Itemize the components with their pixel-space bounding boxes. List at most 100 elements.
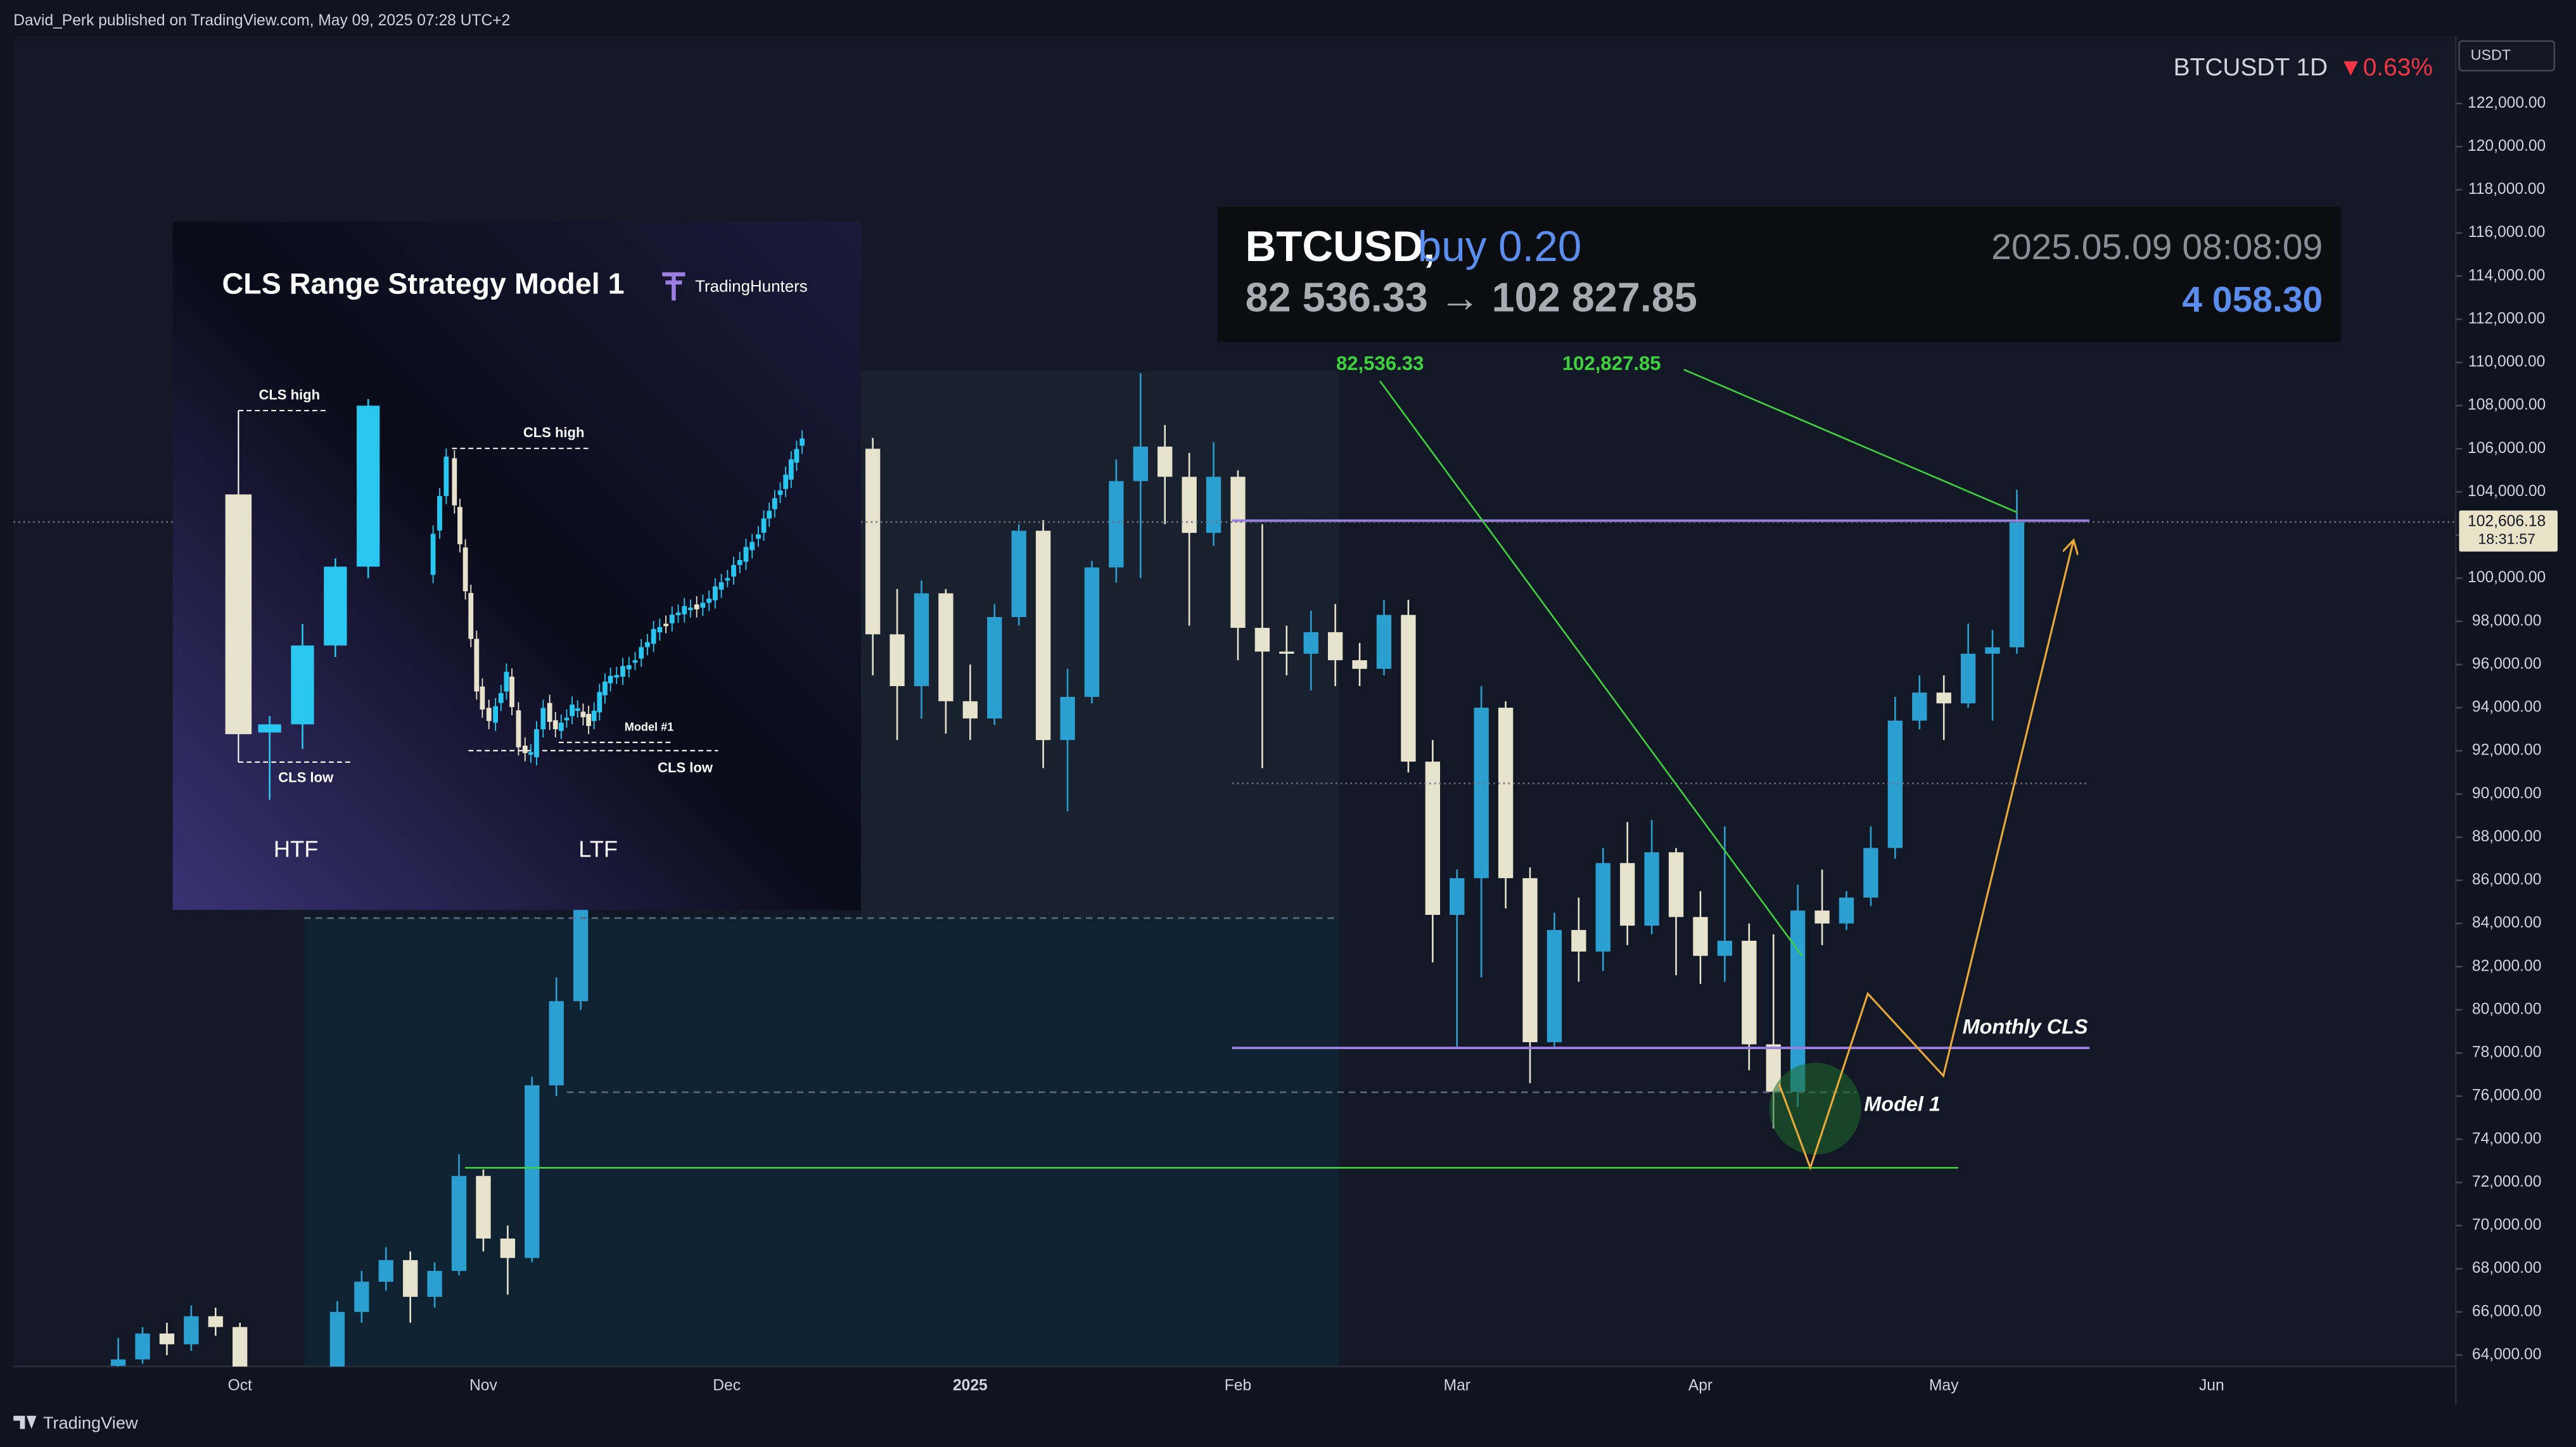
y-tick-label: 110,000.00 [2468, 354, 2545, 371]
candle-body [1985, 647, 2000, 654]
exit-line [1683, 369, 2018, 514]
y-tick-label: 96,000.00 [2472, 655, 2541, 672]
ltf-body [591, 710, 597, 722]
candle-body [1912, 692, 1927, 721]
trade-time: 2025.05.09 08:08:09 [1991, 227, 2323, 267]
ltf-body [694, 604, 699, 609]
ltf-body [645, 642, 650, 647]
tv-logo [13, 1415, 37, 1429]
ltf-body [700, 602, 706, 608]
inset-label: CLS high [523, 424, 585, 440]
candle-body [1060, 697, 1075, 741]
ltf-body [558, 722, 564, 731]
candle-body [1522, 878, 1538, 1043]
ltf-body [462, 547, 468, 592]
ltf-body [437, 495, 442, 531]
trade-prices: 82 536.33 → 102 827.85 [1246, 274, 1697, 321]
candle-body [1425, 762, 1441, 915]
y-tick-label: 78,000.00 [2472, 1044, 2541, 1061]
model-circle [1769, 1062, 1861, 1155]
ltf-body [682, 606, 687, 615]
candle-body [987, 616, 1002, 719]
ltf-body [718, 582, 724, 590]
brand-logo [662, 272, 685, 301]
candle-body [184, 1316, 199, 1344]
ltf-body [777, 490, 783, 495]
y-tick-label: 72,000.00 [2472, 1173, 2541, 1190]
inset-bg [172, 221, 861, 910]
candle-body [1960, 653, 1976, 704]
ltf-body [474, 639, 480, 692]
candle-body [476, 1176, 491, 1239]
candle-body [962, 701, 978, 719]
ltf-body [468, 592, 474, 639]
last-price-label: 102,606.18 [2468, 513, 2546, 530]
y-tick-label: 68,000.00 [2472, 1259, 2541, 1277]
entry-label: 82,536.33 [1336, 352, 1424, 374]
trade-profit: 4 058.30 [2182, 279, 2323, 320]
ltf-body [603, 681, 608, 696]
candle-body [1887, 720, 1903, 848]
model-label: Model 1 [1864, 1092, 1941, 1115]
y-tick-label: 82,000.00 [2472, 957, 2541, 974]
y-tick-label: 92,000.00 [2472, 742, 2541, 759]
candle-body [1668, 852, 1684, 917]
ltf-body [756, 534, 761, 539]
candle-body [1254, 628, 1270, 652]
y-tick-label: 104,000.00 [2468, 483, 2546, 500]
x-tick-label: May [1929, 1377, 1959, 1394]
y-tick-label: 88,000.00 [2472, 828, 2541, 845]
candle-body [451, 1176, 467, 1272]
ltf-body [761, 518, 767, 533]
footer: TradingView [43, 1413, 138, 1432]
ltf-body [614, 675, 620, 678]
candle-body [1303, 632, 1318, 654]
candle-body [914, 593, 929, 686]
candle-body [354, 1282, 369, 1312]
candle-body [1011, 530, 1026, 617]
candle-body [1279, 651, 1294, 654]
ltf-body [725, 578, 730, 581]
ltf-body [597, 692, 603, 713]
inset-label: LTF [578, 836, 618, 862]
ltf-body [528, 752, 533, 755]
ltf-body [794, 449, 800, 463]
x-tick-label: 2025 [953, 1377, 988, 1394]
x-tick-label: Feb [1225, 1377, 1251, 1394]
candle-body [1498, 708, 1514, 879]
y-tick-label: 118,000.00 [2468, 181, 2545, 198]
candle-body [208, 1316, 223, 1327]
monthly-cls-label: Monthly CLS [1963, 1015, 2088, 1038]
ltf-body [493, 706, 499, 723]
ltf-body [580, 711, 586, 718]
candle-body [938, 593, 953, 701]
y-tick-label: 100,000.00 [2468, 569, 2546, 586]
x-tick-label: Oct [228, 1377, 252, 1394]
htf-candle [291, 645, 314, 725]
candle-body [403, 1260, 418, 1297]
ltf-body [669, 615, 675, 623]
candle-body [1206, 476, 1221, 533]
candle-body [1742, 940, 1757, 1045]
y-tick-label: 84,000.00 [2472, 914, 2541, 931]
candle-body [1571, 929, 1586, 952]
candle-body [1084, 567, 1100, 698]
candle-body [378, 1260, 393, 1282]
candle-body [1546, 929, 1562, 1043]
candle-body [1352, 660, 1367, 669]
symbol-name: BTCUSDT 1D [2174, 54, 2328, 81]
y-tick-label: 74,000.00 [2472, 1130, 2541, 1147]
x-tick-label: Mar [1444, 1377, 1470, 1394]
currency-label[interactable]: USDT [2471, 46, 2511, 63]
currency-button[interactable] [2458, 40, 2556, 72]
ltf-body [783, 475, 789, 489]
candle-body [233, 1327, 248, 1367]
candle-body [427, 1271, 442, 1297]
y-tick-label: 98,000.00 [2472, 612, 2541, 629]
candle-body [1766, 1044, 1781, 1092]
candle-body [1717, 940, 1733, 956]
candle-body [1644, 852, 1659, 926]
ltf-body [575, 708, 580, 711]
ltf-body [788, 459, 794, 480]
